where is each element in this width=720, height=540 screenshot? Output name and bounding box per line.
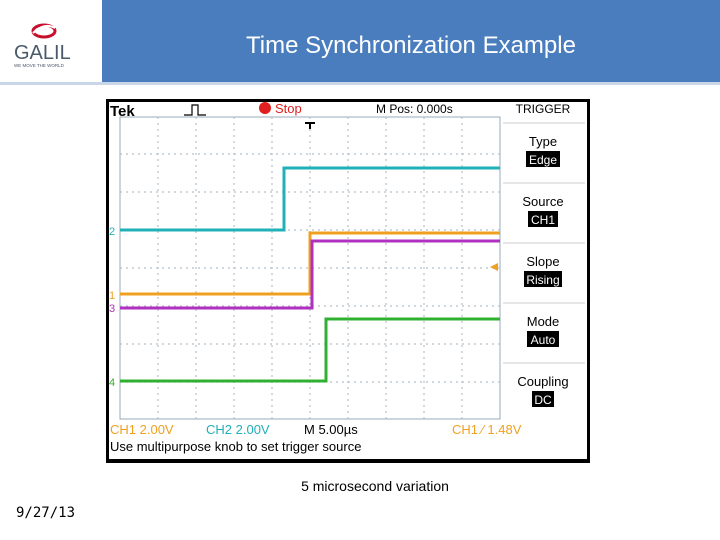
logo-text: GALIL [14,42,71,64]
ch3-trace [120,239,500,310]
trigger-coupling-label: Coupling [517,374,568,389]
ch2-trace [120,166,500,232]
figure-caption: 5 microsecond variation [301,478,449,494]
trigger-mode-value: Auto [531,333,556,347]
run-state: Stop [275,101,302,116]
trigger-level-marker-icon [490,263,498,271]
ch1-trace [120,231,500,296]
trigger-menu-title: TRIGGER [516,102,571,116]
stop-indicator-icon [259,102,271,114]
trigger-mode-option[interactable]: Mode Auto [527,314,560,347]
trigger-slope-label: Slope [526,254,559,269]
trigger-position-marker-icon [305,122,315,129]
ch1-marker: 1 [109,290,115,302]
trigger-slope-value: Rising [526,273,559,287]
trigger-source-label: Source [522,194,563,209]
ch2-marker: 2 [109,226,115,238]
page-title: Time Synchronization Example [246,32,576,59]
help-text: Use multipurpose knob to set trigger sou… [110,439,361,454]
trigger-type-value: Edge [529,153,557,167]
trigger-type-option[interactable]: Type Edge [526,134,560,167]
header-divider [0,82,720,85]
timebase: M 5.00µs [304,422,358,437]
ch4-trace [120,317,500,383]
m-pos-readout: M Pos: 0.000s [376,102,453,116]
trigger-mode-label: Mode [527,314,560,329]
logo-swoosh-icon [31,23,57,39]
trigger-source-value: CH1 [531,213,555,227]
logo-tagline: WE MOVE THE WORLD [14,63,65,68]
ch3-marker: 3 [109,303,115,315]
galil-logo: GALIL WE MOVE THE WORLD [0,0,102,82]
acquire-waveform-icon [184,104,206,116]
trigger-type-label: Type [529,134,557,149]
trigger-readout: CH1 ∕ 1.48V [452,422,522,437]
trigger-slope-option[interactable]: Slope Rising [524,254,562,287]
title-bar: Time Synchronization Example [102,0,720,82]
ch4-marker: 4 [109,377,115,389]
ch2-scale: CH2 2.00V [206,422,270,437]
oscilloscope-screenshot: Tek Stop M Pos: 0.000s 2 1 3 4 TRIGGER T… [106,99,590,463]
graticule [119,116,501,420]
trigger-source-option[interactable]: Source CH1 [522,194,564,227]
trigger-coupling-value: DC [534,393,552,407]
trigger-menu: TRIGGER Type Edge Source CH1 Slope Risin… [503,102,585,407]
trigger-coupling-option[interactable]: Coupling DC [517,374,569,407]
scope-brand: Tek [110,103,135,120]
ch1-scale: CH1 2.00V [110,422,174,437]
slide-date: 9/27/13 [16,505,76,521]
